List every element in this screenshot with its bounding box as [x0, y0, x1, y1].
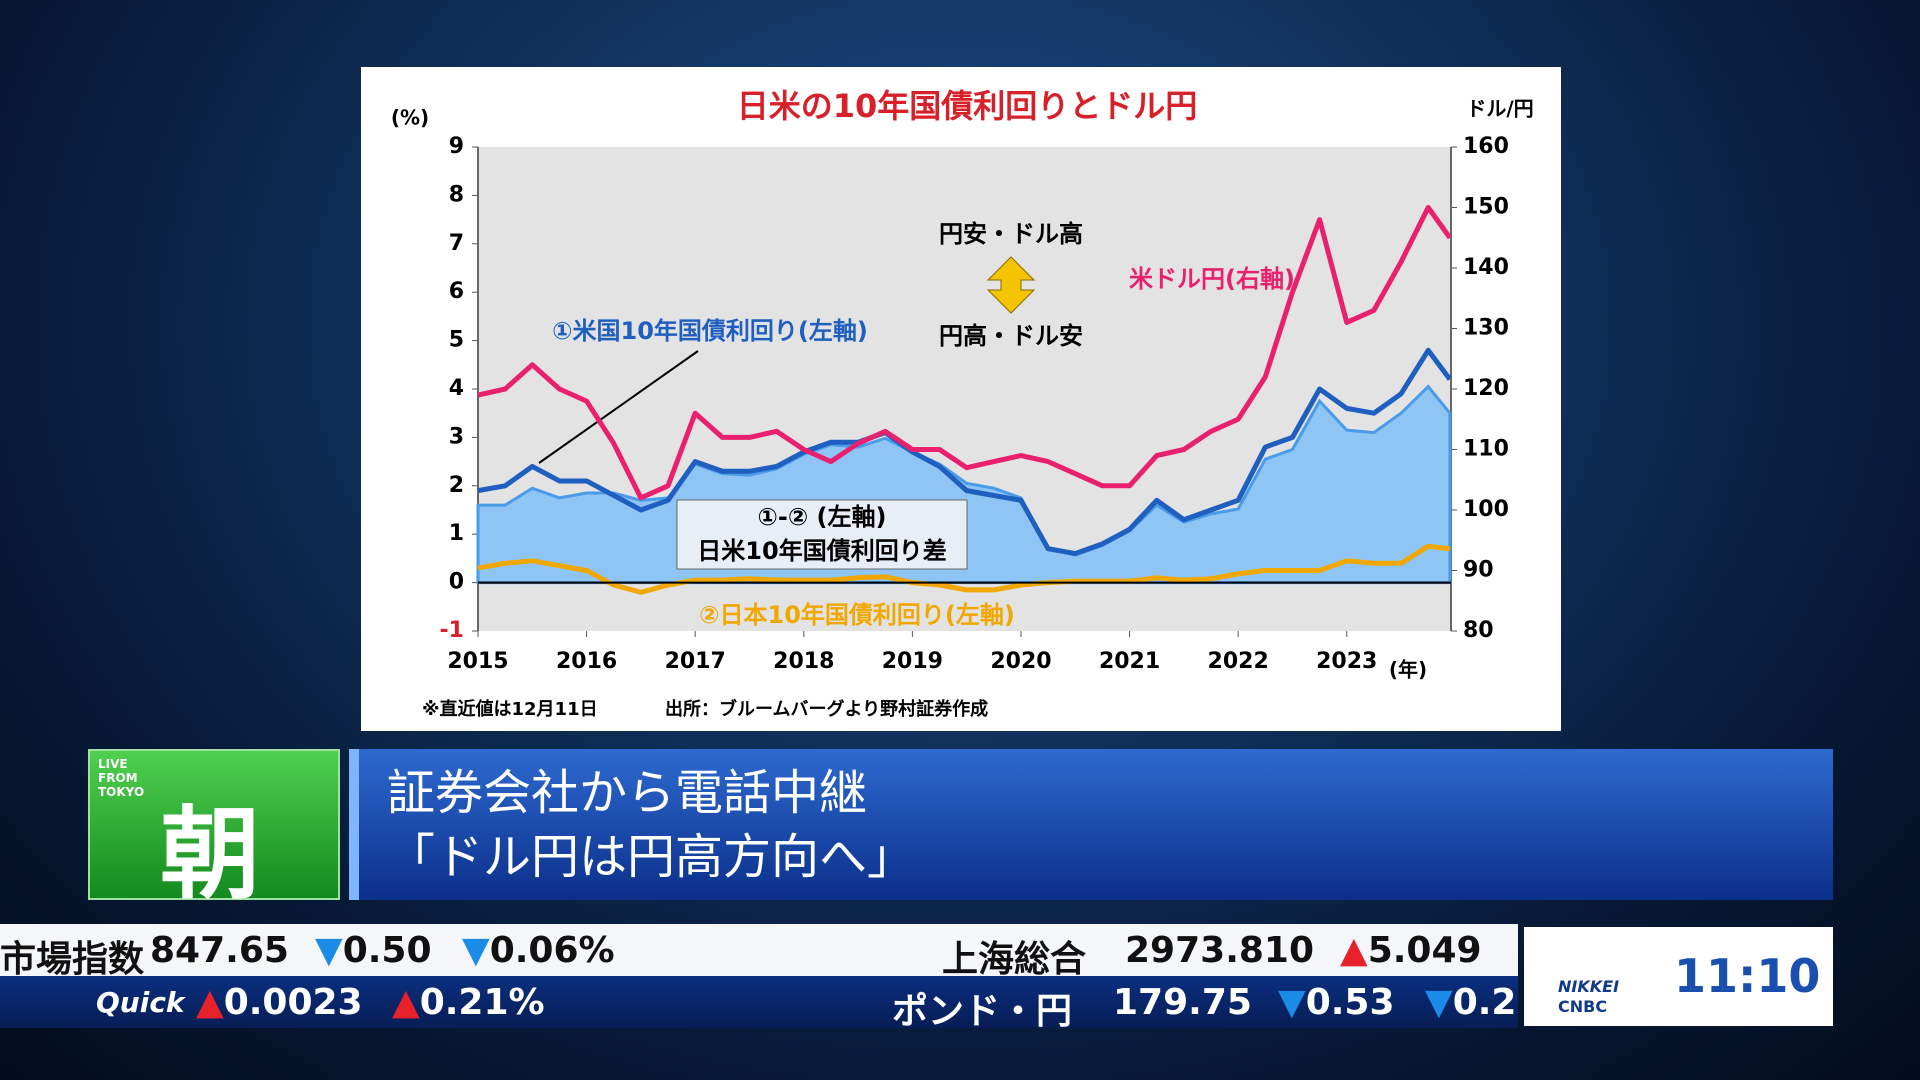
- x-tick-label: 2023: [1316, 649, 1377, 674]
- y-tick-label: 8: [449, 182, 464, 207]
- line: [477, 205, 1452, 501]
- y2-tick-label: 120: [1463, 376, 1509, 401]
- headline-line: 「ドル円は円高方向へ」: [387, 829, 916, 885]
- chart-title: 日米の10年国債利回りとドル円: [737, 87, 1198, 125]
- series-label: ①米国10年国債利回り(左軸): [552, 317, 868, 345]
- y2-label: ドル/円: [1466, 97, 1533, 121]
- x-tick-label: 2020: [990, 649, 1051, 674]
- y2-tick-label: 130: [1463, 316, 1509, 341]
- ticker-text: Quick: [96, 986, 185, 1019]
- logo-clock: NIKKEI CNBC 11:10: [1524, 927, 1833, 1026]
- ticker-text: ▲0.0023: [196, 982, 363, 1023]
- y-tick-label: 1: [449, 521, 464, 546]
- x-unit: (年): [1389, 658, 1427, 682]
- series-label: ①-② (左軸): [758, 503, 887, 531]
- x-tick-label: 2022: [1208, 649, 1269, 674]
- live-text: LIVE: [98, 757, 128, 771]
- series-label: 米ドル円(右軸): [1129, 265, 1295, 293]
- ticker-row: Quick ▲0.0023 ▲0.21% ポンド・円 179.75 ▼0.53 …: [0, 976, 1518, 1032]
- line: [477, 347, 1452, 557]
- y-tick-label: 4: [449, 376, 464, 401]
- ticker-row: 市場指数 847.65 ▼0.50 ▼0.06% 上海総合 2973.810 ▲…: [0, 924, 1518, 980]
- logo-text: NIKKEI: [1558, 977, 1620, 996]
- live-text: TOKYO: [98, 785, 145, 799]
- x-tick-label: 2021: [1099, 649, 1160, 674]
- arrow: [986, 256, 1036, 314]
- leader-line: [538, 350, 699, 464]
- x-tick-label: 2017: [665, 649, 726, 674]
- line: [477, 543, 1451, 595]
- live-text: FROM: [98, 771, 138, 785]
- y-tick-label: 0: [449, 570, 464, 595]
- ticker-text: 2973.810: [1125, 930, 1315, 971]
- ticker-text: ▲0.21%: [392, 982, 545, 1023]
- program-name: 朝: [160, 796, 260, 913]
- y2-tick-label: 140: [1463, 255, 1509, 280]
- ticker-text: 847.65: [150, 930, 289, 971]
- y2-tick-label: 160: [1463, 134, 1509, 159]
- ticker-text: ▼0.50: [315, 930, 432, 971]
- series-label: ②日本10年国債利回り(左軸): [699, 601, 1015, 629]
- ticker-text: ▼0.06%: [462, 930, 615, 971]
- ticker-text: 179.75: [1113, 982, 1252, 1023]
- series-label: 日米10年国債利回り差: [697, 537, 946, 565]
- source: 出所：ブルームバーグより野村証券作成: [665, 698, 988, 720]
- y2-tick-label: 90: [1463, 558, 1494, 583]
- y2-tick-label: 150: [1463, 195, 1509, 220]
- headline-line: 証券会社から電話中継: [387, 765, 868, 821]
- x-tick-label: 2018: [773, 649, 834, 674]
- ticker-text: ポンド・円: [892, 991, 1073, 1032]
- y-tick-label: 6: [449, 279, 464, 304]
- headline: 証券会社から電話中継 「ドル円は円高方向へ」: [349, 749, 1833, 900]
- logo-text: CNBC: [1558, 997, 1608, 1016]
- y2-tick-label: 100: [1463, 497, 1509, 522]
- y2-tick-label: 110: [1463, 437, 1509, 462]
- annotation: 円高・ドル安: [939, 322, 1083, 350]
- y-tick-label: -1: [440, 618, 464, 643]
- y-tick-label: 5: [449, 328, 464, 353]
- label-box: [676, 499, 968, 570]
- clock: 11:10: [1674, 949, 1821, 1003]
- live-badge: LIVE FROM TOKYO 朝: [88, 749, 340, 913]
- ticker-text: ▼0.53: [1278, 982, 1395, 1023]
- note: ※直近値は12月11日: [422, 698, 598, 720]
- ticker-text: ▲5.049: [1340, 930, 1482, 971]
- ticker-text: 市場指数: [0, 939, 145, 980]
- x-tick-label: 2015: [447, 649, 508, 674]
- ticker-text: ▼0.2: [1425, 982, 1517, 1023]
- y-tick-label: 9: [449, 134, 464, 159]
- x-tick-label: 2016: [556, 649, 617, 674]
- y-tick-label: 3: [449, 424, 464, 449]
- y-tick-label: 7: [449, 231, 464, 256]
- ticker-text: 上海総合: [942, 939, 1087, 980]
- annotation: 円安・ドル高: [939, 220, 1083, 248]
- y2-tick-label: 80: [1463, 618, 1494, 643]
- x-tick-label: 2019: [882, 649, 943, 674]
- y-tick-label: 2: [449, 473, 464, 498]
- y-label: (%): [391, 106, 429, 130]
